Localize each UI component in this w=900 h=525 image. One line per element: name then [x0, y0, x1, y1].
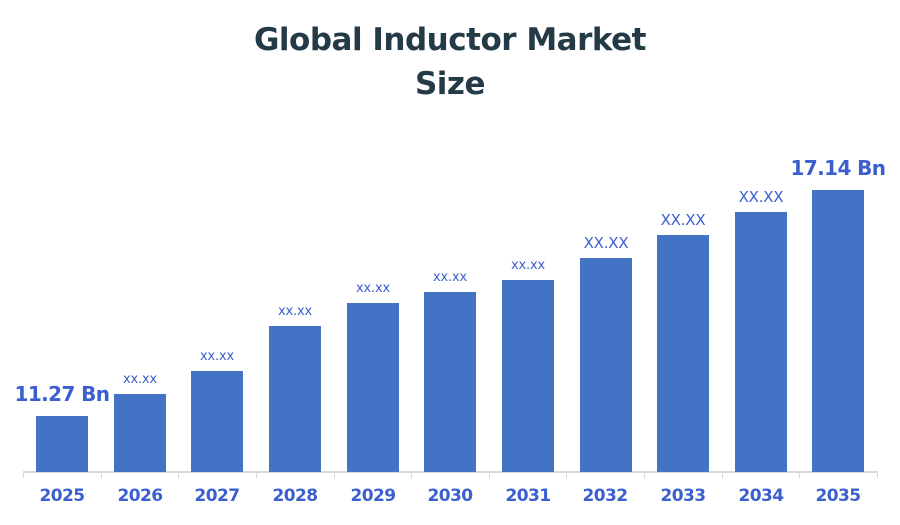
x-tick-label-2025: 2025 [39, 486, 86, 506]
x-axis-tick [101, 471, 102, 478]
data-label-2029: xx.xx [356, 281, 390, 296]
data-label-2026: xx.xx [123, 372, 157, 387]
x-tick-label-2029: 2029 [350, 486, 397, 506]
x-axis-tick [799, 471, 800, 478]
x-tick-label-2035: 2035 [815, 486, 862, 506]
x-tick-label-2030: 2030 [427, 486, 474, 506]
data-label-2032: XX.XX [583, 234, 629, 252]
bar-2030 [424, 292, 476, 472]
chart-title: Global Inductor Market Size [0, 18, 900, 106]
x-tick-label-2028: 2028 [272, 486, 319, 506]
x-axis-tick [566, 471, 567, 478]
chart-title-line-1: Global Inductor Market [253, 22, 647, 58]
x-tick-label-2031: 2031 [505, 486, 552, 506]
x-axis-line [23, 471, 877, 473]
x-axis-tick [256, 471, 257, 478]
bar-2033 [657, 235, 709, 472]
data-label-2034: XX.XX [738, 188, 784, 206]
x-axis-tick [489, 471, 490, 478]
data-label-2033: XX.XX [660, 211, 706, 229]
x-axis-tick [644, 471, 645, 478]
data-label-2035: 17.14 Bn [790, 156, 887, 180]
x-tick-label-2032: 2032 [582, 486, 629, 506]
x-tick-label-2027: 2027 [194, 486, 241, 506]
data-label-2030: xx.xx [433, 270, 467, 285]
bar-2027 [191, 371, 243, 472]
x-tick-label-2033: 2033 [660, 486, 707, 506]
data-label-2025: 11.27 Bn [14, 382, 111, 406]
x-axis-tick [877, 471, 878, 478]
data-label-2028: xx.xx [278, 304, 312, 319]
bar-2032 [580, 258, 632, 472]
bar-2026 [114, 394, 166, 472]
x-axis-tick [722, 471, 723, 478]
bar-2034 [735, 212, 787, 472]
x-axis-tick [178, 471, 179, 478]
data-label-2031: xx.xx [511, 258, 545, 273]
bar-2031 [502, 280, 554, 472]
chart-title-line-2: Size [414, 66, 486, 102]
bar-2028 [269, 326, 321, 472]
x-tick-label-2026: 2026 [117, 486, 164, 506]
bar-2029 [347, 303, 399, 472]
x-axis-tick [411, 471, 412, 478]
data-label-2027: xx.xx [200, 349, 234, 364]
x-axis-tick [334, 471, 335, 478]
bar-2025 [36, 416, 88, 472]
x-axis-tick [23, 471, 24, 478]
bar-2035 [812, 190, 864, 472]
x-tick-label-2034: 2034 [738, 486, 785, 506]
